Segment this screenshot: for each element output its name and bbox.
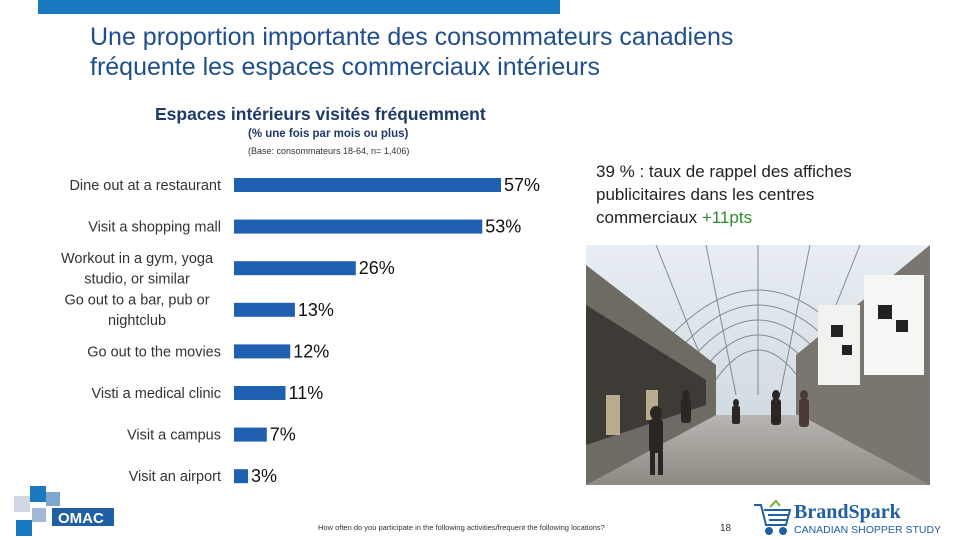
bar-5 bbox=[234, 386, 286, 400]
slide-title: Une proportion importante des consommate… bbox=[90, 22, 890, 82]
category-label-5-0: Visti a medical clinic bbox=[92, 386, 221, 402]
omac-wordmark: OMAC bbox=[58, 510, 104, 527]
brandspark-wordmark: BrandSpark bbox=[794, 501, 902, 523]
shopping-mall-photo bbox=[586, 245, 930, 485]
bar-4 bbox=[234, 344, 291, 359]
chart-base-note: (Base: consommateurs 18-64, n= 1,406) bbox=[248, 146, 410, 156]
value-label-6: 7% bbox=[270, 425, 296, 445]
chart-subtitle: (% une fois par mois ou plus) bbox=[248, 128, 409, 140]
slide-title-line-1: Une proportion importante des consommate… bbox=[90, 23, 734, 51]
slide-title-line-2: fréquente les espaces commerciaux intéri… bbox=[90, 53, 600, 81]
top-accent-bar bbox=[38, 0, 560, 14]
value-label-7: 3% bbox=[251, 466, 277, 486]
page-number: 18 bbox=[720, 523, 732, 534]
value-label-1: 53% bbox=[485, 217, 521, 237]
bar-chart: 57% Dine out at a restaurant 53% Visit a sh… bbox=[61, 175, 540, 486]
bar-1 bbox=[234, 219, 483, 234]
category-label-1-0: Visit a shopping mall bbox=[88, 220, 221, 236]
bar-7 bbox=[234, 469, 249, 484]
brandspark-logo: BrandSpark CANADIAN SHOPPER STUDY bbox=[752, 497, 958, 539]
value-label-5: 11% bbox=[289, 383, 324, 403]
brandspark-tagline: CANADIAN SHOPPER STUDY bbox=[794, 524, 941, 536]
shopping-cart-icon bbox=[754, 499, 792, 535]
category-label-6-0: Visit a campus bbox=[127, 428, 221, 444]
value-label-4: 12% bbox=[293, 341, 329, 361]
bar-3 bbox=[234, 302, 295, 317]
callout-accent: +11pts bbox=[701, 208, 753, 227]
category-label-3-0: Go out to a bar, pub or bbox=[64, 293, 209, 309]
omac-logo: OMAC bbox=[14, 486, 114, 536]
category-label-2-1: studio, or similar bbox=[84, 271, 190, 287]
bar-0 bbox=[234, 178, 501, 192]
category-label-2-0: Workout in a gym, yoga bbox=[61, 251, 214, 267]
value-label-0: 57% bbox=[504, 175, 540, 195]
footnote: How often do you participate in the foll… bbox=[318, 523, 605, 532]
category-label-0-0: Dine out at a restaurant bbox=[69, 178, 221, 194]
category-label-7-0: Visit an airport bbox=[129, 469, 221, 485]
category-label-4-0: Go out to the movies bbox=[87, 344, 221, 360]
value-label-2: 26% bbox=[359, 258, 395, 278]
bar-2 bbox=[234, 261, 356, 276]
callout-text: 39 % : taux de rappel des affiches publi… bbox=[596, 160, 916, 229]
category-label-3-1: nightclub bbox=[108, 313, 166, 329]
chart-title: Espaces intérieurs visités fréquemment bbox=[155, 104, 486, 124]
callout-main: 39 % : taux de rappel des affiches publi… bbox=[596, 162, 852, 227]
bar-6 bbox=[234, 427, 267, 442]
value-label-3: 13% bbox=[298, 300, 334, 320]
